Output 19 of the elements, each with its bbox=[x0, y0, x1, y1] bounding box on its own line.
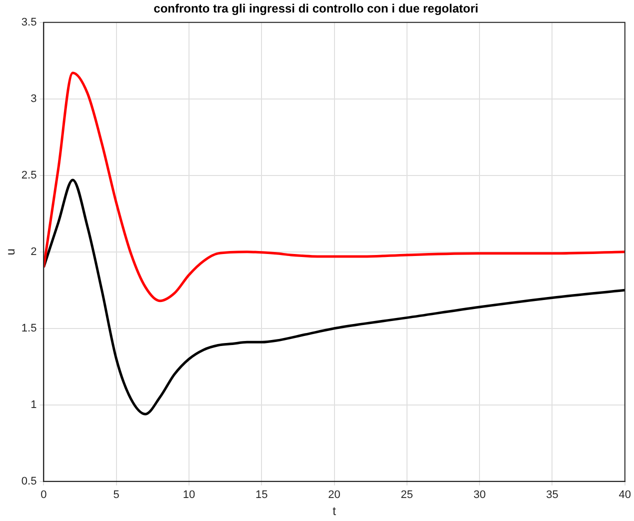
x-tick-label: 10 bbox=[182, 489, 196, 502]
x-tick-label: 15 bbox=[256, 489, 268, 502]
x-tick-label: 5 bbox=[113, 489, 120, 502]
x-tick-label: 25 bbox=[400, 489, 414, 502]
y-tick-label: 3.5 bbox=[21, 16, 37, 28]
y-tick-label: 3 bbox=[30, 92, 37, 105]
x-tick-label: 40 bbox=[618, 489, 632, 502]
y-tick-label: 0.5 bbox=[21, 475, 37, 488]
x-tick-label: 20 bbox=[328, 489, 340, 502]
y-tick-label: 2.5 bbox=[21, 169, 37, 182]
y-tick-label: 1.5 bbox=[21, 322, 37, 334]
y-axis-title: u bbox=[4, 248, 18, 256]
x-tick-label: 35 bbox=[546, 489, 558, 502]
x-tick-label: 0 bbox=[40, 489, 47, 502]
chart-title: confronto tra gli ingressi di controllo con i due regolatori bbox=[154, 2, 478, 16]
x-tick-label: 30 bbox=[473, 489, 486, 502]
x-axis-title: t bbox=[332, 504, 337, 518]
y-tick-label: 1 bbox=[30, 398, 37, 411]
y-tick-label: 2 bbox=[30, 246, 37, 258]
